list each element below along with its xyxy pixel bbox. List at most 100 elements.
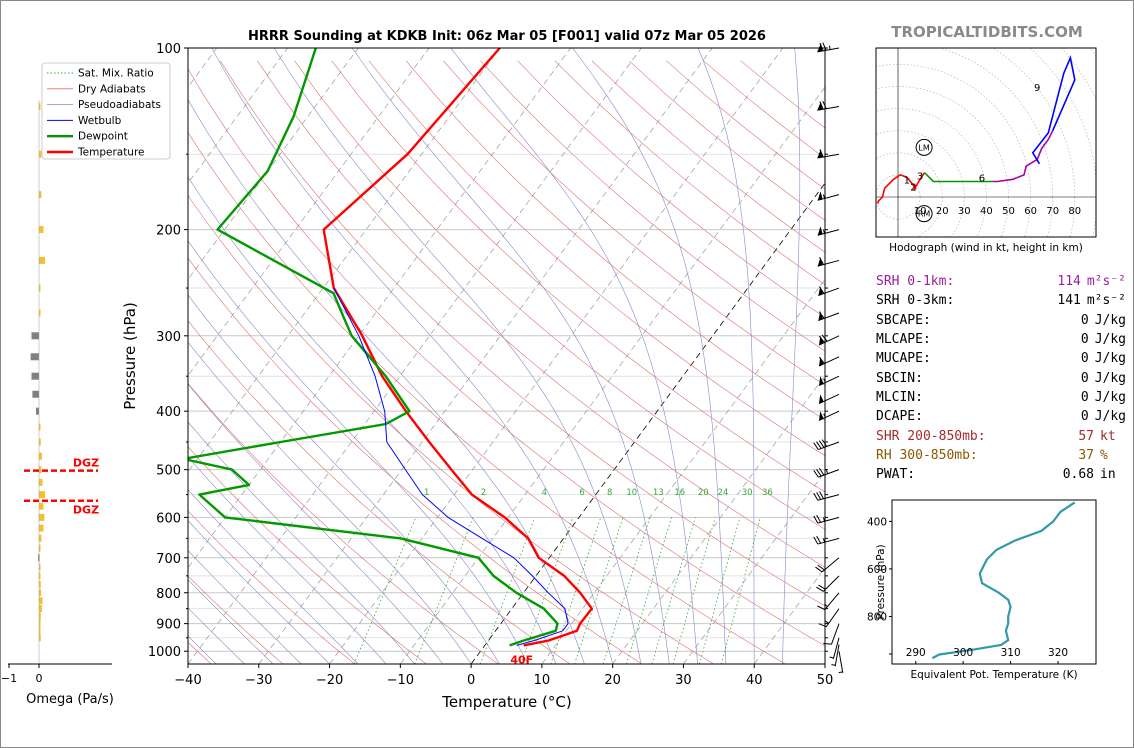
barb-full	[823, 642, 832, 645]
wind-barb	[813, 514, 840, 524]
barb-staff	[832, 637, 840, 660]
barb-full	[818, 467, 825, 476]
barb-staff	[824, 592, 840, 610]
profile-wetbulb-line	[333, 287, 569, 646]
barb-full	[819, 43, 824, 51]
parameter-unit: J/kg	[1094, 370, 1126, 386]
wind-barb	[817, 257, 840, 267]
dry-adiabat-line	[294, 60, 825, 530]
pseudoadiabat-line	[572, 48, 727, 664]
hodograph-ring-label: 70	[1046, 206, 1059, 217]
theta-e-line	[931, 501, 1076, 660]
legend-entry: Wetbulb	[78, 115, 122, 127]
barb-full	[816, 441, 822, 449]
hodograph-rings	[876, 48, 1096, 237]
hodograph-ring-label: 30	[958, 206, 971, 217]
mixing-ratio-label: 10	[626, 488, 637, 498]
parameter-row: MLCIN: 0 J/kg	[876, 388, 1126, 407]
parameter-value: 0.68	[1062, 467, 1094, 483]
y-tick-label: 200	[156, 224, 181, 239]
omega-bar	[39, 452, 42, 460]
mixing-ratio-line	[353, 517, 417, 664]
omega-bar	[32, 390, 39, 398]
mixing-ratio-label: 20	[698, 488, 709, 498]
omega-bar	[39, 438, 41, 446]
pseudoadiabat-line	[211, 48, 613, 664]
dry-adiabat-line	[188, 132, 786, 664]
dry-adiabat-line	[188, 383, 499, 664]
parameter-label: SBCAPE:	[876, 312, 931, 328]
hodograph-segment	[993, 130, 1054, 183]
mixing-ratio-line	[626, 517, 672, 664]
barb-half	[822, 538, 825, 543]
wind-barb	[818, 356, 840, 367]
theta-e-y-tick-label: 800	[867, 611, 887, 623]
omega-bar	[39, 284, 41, 292]
barb-full	[819, 101, 824, 110]
wind-barbs	[813, 42, 844, 674]
barb-full	[815, 566, 823, 573]
wind-barb	[838, 651, 844, 674]
isotherm-line	[0, 48, 4, 664]
y-tick-label: 700	[156, 552, 181, 567]
parameter-value: 37	[1078, 447, 1094, 463]
x-tick-label: 50	[817, 673, 834, 688]
omega-bar	[39, 423, 41, 431]
hodograph-trace	[877, 55, 1076, 204]
hodograph-ring-label: 80	[1068, 206, 1081, 217]
parameter-unit: m²s⁻²	[1086, 293, 1126, 309]
barb-flag	[819, 376, 824, 386]
y-tick-label: 400	[156, 405, 181, 420]
pseudoadiabat-line	[351, 48, 670, 664]
omega-bar	[31, 372, 39, 380]
pseudoadiabat-line	[697, 48, 755, 664]
mixing-ratio-label: 1	[424, 488, 429, 498]
barb-full	[822, 42, 827, 51]
parameter-row: SBCAPE: 0 J/kg	[876, 311, 1126, 330]
mixing-ratio-line	[574, 517, 624, 664]
barb-full	[816, 492, 822, 500]
pseudoadiabat-line	[188, 176, 557, 664]
skewt-plot-frame	[187, 47, 826, 665]
parameter-label: SBCIN:	[876, 370, 923, 386]
hodograph-frame	[875, 47, 1097, 238]
parameter-label: SRH 0-3km:	[876, 293, 955, 309]
pseudoadiabat-line	[188, 607, 245, 664]
wind-barb	[817, 100, 840, 111]
y-tick-label: 800	[156, 587, 181, 602]
omega-bar	[39, 544, 41, 552]
dry-adiabat-line	[188, 257, 642, 664]
wind-barb	[817, 592, 840, 611]
x-tick-label: −10	[387, 673, 414, 688]
pseudoadiabat-line	[188, 579, 274, 664]
left-mover-label: LM	[918, 143, 929, 152]
barb-full	[817, 564, 825, 571]
barb-half	[822, 517, 825, 522]
mixing-ratio-line	[720, 517, 761, 664]
wind-barb	[817, 42, 840, 53]
dry-adiabat-line	[480, 60, 825, 352]
omega-bar	[39, 191, 42, 199]
omega-bar	[39, 605, 42, 613]
barb-staff	[823, 575, 840, 592]
x-tick-label: 30	[675, 673, 692, 688]
barb-flag	[818, 286, 824, 296]
parameter-row: SRH 0-3km: 141 m²s⁻²	[876, 291, 1126, 310]
barb-full	[813, 515, 819, 524]
barb-full	[816, 535, 822, 544]
barb-staff	[818, 335, 840, 346]
barb-staff	[825, 608, 840, 627]
barb-full	[819, 491, 824, 499]
parameter-label: RH 300-850mb:	[876, 447, 978, 463]
hodograph-segment	[923, 172, 993, 183]
wind-barb	[818, 393, 840, 405]
legend-box	[41, 62, 171, 160]
dry-adiabat-line	[188, 194, 714, 664]
hodograph-height-marker: 1	[904, 176, 910, 187]
parameter-row: RH 300-850mb: 37%	[876, 446, 1126, 465]
barb-full	[822, 100, 827, 109]
barb-full	[816, 514, 822, 523]
mixing-ratio-labels: 1 2 4 6 8 10 13 16 20 24 30 36	[424, 488, 773, 498]
wind-barb	[813, 439, 840, 451]
y-tick-label: 600	[156, 511, 181, 526]
